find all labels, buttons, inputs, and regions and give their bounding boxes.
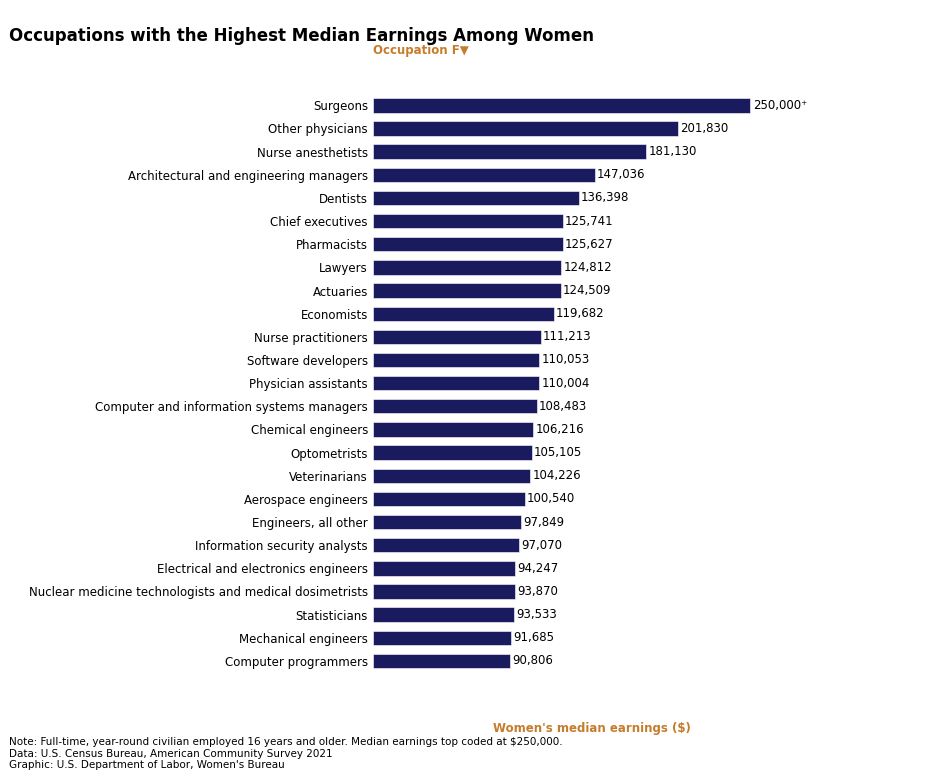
Bar	[373, 631, 512, 645]
Text: 124,509: 124,509	[563, 284, 611, 297]
Bar	[373, 168, 595, 182]
Bar	[373, 561, 515, 576]
Bar	[373, 423, 533, 437]
Text: 90,806: 90,806	[513, 655, 553, 667]
Bar	[373, 376, 539, 390]
Text: 93,870: 93,870	[517, 585, 557, 598]
Bar	[373, 260, 561, 275]
Text: 136,398: 136,398	[581, 191, 629, 204]
Text: 201,830: 201,830	[680, 122, 728, 135]
Text: 94,247: 94,247	[517, 562, 558, 575]
Text: 124,812: 124,812	[564, 261, 612, 274]
Text: 110,053: 110,053	[541, 354, 590, 366]
Bar	[373, 283, 561, 298]
Bar	[373, 399, 537, 413]
Bar	[373, 468, 530, 483]
Text: Note: Full-time, year-round civilian employed 16 years and older. Median earning: Note: Full-time, year-round civilian emp…	[9, 737, 563, 770]
Bar	[373, 190, 579, 205]
Bar	[373, 330, 541, 344]
Text: Women's median earnings ($): Women's median earnings ($)	[493, 721, 691, 735]
Text: 97,070: 97,070	[522, 539, 563, 552]
Text: 91,685: 91,685	[514, 632, 555, 644]
Bar	[373, 491, 525, 506]
Bar	[373, 98, 750, 112]
Text: 108,483: 108,483	[539, 400, 587, 413]
Bar	[373, 237, 563, 252]
Text: 125,627: 125,627	[565, 238, 613, 251]
Text: 110,004: 110,004	[541, 377, 590, 389]
Text: 125,741: 125,741	[565, 214, 613, 228]
Bar	[373, 307, 554, 321]
Text: 104,226: 104,226	[532, 469, 582, 482]
Text: 147,036: 147,036	[597, 168, 646, 181]
Bar	[373, 145, 647, 159]
Text: Occupation F▼: Occupation F▼	[373, 44, 469, 57]
Bar	[373, 445, 531, 460]
Text: 111,213: 111,213	[543, 330, 592, 344]
Bar	[373, 122, 678, 135]
Text: 250,000⁺: 250,000⁺	[753, 99, 807, 111]
Text: 181,130: 181,130	[649, 146, 697, 158]
Text: 93,533: 93,533	[516, 608, 557, 621]
Bar	[373, 654, 510, 668]
Text: 105,105: 105,105	[534, 446, 582, 459]
Bar	[373, 538, 519, 553]
Bar	[373, 214, 563, 228]
Bar	[373, 515, 521, 529]
Text: 119,682: 119,682	[555, 307, 605, 320]
Text: Occupations with the Highest Median Earnings Among Women: Occupations with the Highest Median Earn…	[9, 27, 595, 45]
Text: 97,849: 97,849	[523, 515, 564, 529]
Text: 100,540: 100,540	[527, 492, 575, 505]
Bar	[373, 584, 514, 598]
Bar	[373, 353, 539, 367]
Text: 106,216: 106,216	[536, 423, 584, 436]
Bar	[373, 608, 514, 622]
